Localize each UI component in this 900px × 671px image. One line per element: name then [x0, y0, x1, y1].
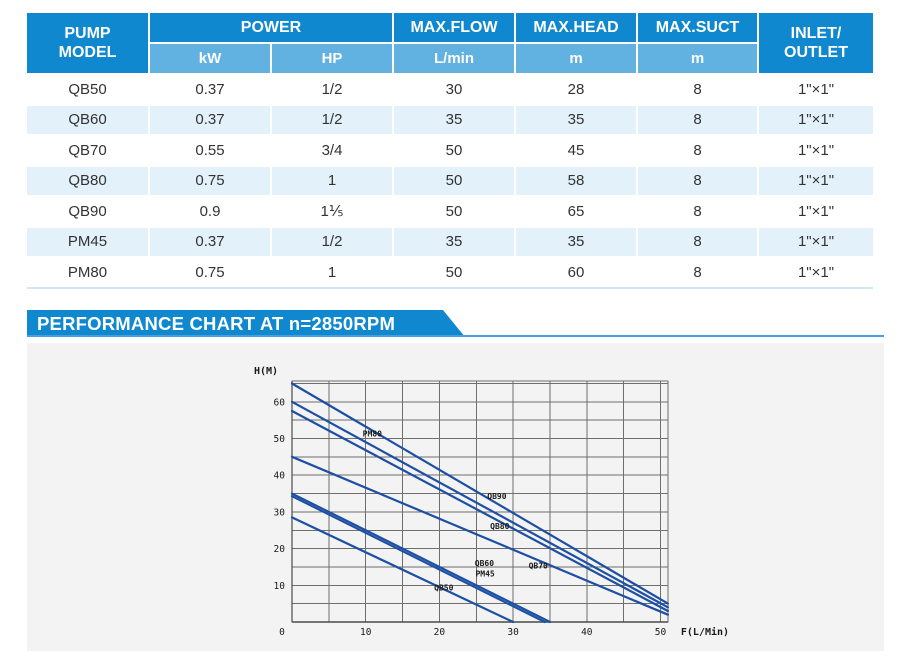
- series-label-QB70: QB70: [529, 561, 548, 570]
- cell-head: 35: [516, 227, 636, 256]
- cell-suct: 8: [638, 75, 757, 104]
- cell-hp: 1/2: [272, 227, 392, 256]
- header-unit-hp: HP: [272, 44, 392, 73]
- cell-inlet: 1"×1": [759, 197, 873, 226]
- cell-kw: 0.9: [150, 197, 270, 226]
- cell-kw: 0.37: [150, 227, 270, 256]
- header-max-flow: MAX.FLOW: [394, 13, 514, 42]
- section-banner-title: PERFORMANCE CHART AT n=2850RPM: [37, 313, 396, 334]
- x-tick: 20: [434, 627, 446, 638]
- y-axis-label: H(M): [254, 366, 278, 377]
- header-power: POWER: [150, 13, 392, 42]
- cell-hp: 1⅕: [272, 197, 392, 226]
- y-tick: 40: [274, 471, 286, 482]
- curve-PM45: [290, 495, 546, 624]
- cell-model: QB90: [27, 197, 148, 226]
- header-max-suct: MAX.SUCT: [638, 13, 757, 42]
- spec-table: PUMP MODEL POWER MAX.FLOW MAX.HEAD MAX.S…: [27, 13, 873, 287]
- cell-suct: 8: [638, 136, 757, 165]
- cell-inlet: 1"×1": [759, 136, 873, 165]
- cell-flow: 50: [394, 197, 514, 226]
- performance-chart: QB90 PM80 QB80 QB70 QB60 PM45 QB50 0 10 20 30 40 50 1…: [254, 366, 729, 638]
- header-pump-model: PUMP MODEL: [27, 13, 148, 73]
- cell-flow: 50: [394, 136, 514, 165]
- header-unit-kw: kW: [150, 44, 270, 73]
- series-label-PM80: PM80: [363, 430, 382, 439]
- chart-series: [290, 382, 670, 624]
- cell-flow: 35: [394, 227, 514, 256]
- performance-chart-card: QB90 PM80 QB80 QB70 QB60 PM45 QB50 0 10 20 30 40 50 1…: [27, 343, 884, 651]
- cell-head: 45: [516, 136, 636, 165]
- cell-model: QB60: [27, 105, 148, 134]
- axis-ticks: 0 10 20 30 40 50 10 20 30 40 50 60: [274, 397, 667, 638]
- cell-head: 28: [516, 75, 636, 104]
- header-unit-head-m: m: [516, 44, 636, 73]
- curve-PM80: [290, 400, 670, 609]
- y-tick: 30: [274, 507, 286, 518]
- cell-inlet: 1"×1": [759, 258, 873, 287]
- cell-kw: 0.37: [150, 105, 270, 134]
- y-tick: 50: [274, 434, 286, 445]
- cell-suct: 8: [638, 227, 757, 256]
- y-tick: 10: [274, 581, 286, 592]
- cell-hp: 3/4: [272, 136, 392, 165]
- x-tick: 30: [507, 627, 519, 638]
- cell-model: QB70: [27, 136, 148, 165]
- series-label-QB50: QB50: [434, 583, 453, 592]
- cell-head: 35: [516, 105, 636, 134]
- curve-QB80: [290, 409, 670, 613]
- cell-inlet: 1"×1": [759, 105, 873, 134]
- cell-kw: 0.75: [150, 166, 270, 195]
- cell-kw: 0.75: [150, 258, 270, 287]
- header-unit-suct-m: m: [638, 44, 757, 73]
- x-tick: 50: [655, 627, 667, 638]
- cell-hp: 1: [272, 258, 392, 287]
- cell-model: PM45: [27, 227, 148, 256]
- cell-suct: 8: [638, 166, 757, 195]
- x-tick: 0: [279, 627, 285, 638]
- cell-model: PM80: [27, 258, 148, 287]
- cell-flow: 50: [394, 166, 514, 195]
- cell-suct: 8: [638, 197, 757, 226]
- cell-hp: 1/2: [272, 105, 392, 134]
- series-label-QB80: QB80: [490, 522, 509, 531]
- cell-inlet: 1"×1": [759, 75, 873, 104]
- section-banner-underline: [27, 335, 884, 337]
- x-tick: 10: [360, 627, 372, 638]
- cell-suct: 8: [638, 258, 757, 287]
- header-unit-lmin: L/min: [394, 44, 514, 73]
- curve-QB70: [290, 455, 670, 616]
- series-label-PM45: PM45: [475, 570, 494, 579]
- cell-model: QB50: [27, 75, 148, 104]
- x-axis-label: F(L/Min): [681, 626, 729, 638]
- cell-flow: 50: [394, 258, 514, 287]
- y-tick: 20: [274, 544, 286, 555]
- cell-kw: 0.37: [150, 75, 270, 104]
- cell-hp: 1: [272, 166, 392, 195]
- y-tick: 60: [274, 397, 286, 408]
- series-label-QB90: QB90: [487, 492, 506, 501]
- cell-kw: 0.55: [150, 136, 270, 165]
- curve-QB90: [290, 382, 670, 605]
- cell-head: 60: [516, 258, 636, 287]
- header-max-head: MAX.HEAD: [516, 13, 636, 42]
- cell-flow: 35: [394, 105, 514, 134]
- header-inlet-outlet: INLET/ OUTLET: [759, 13, 873, 73]
- series-labels: QB90 PM80 QB80 QB70 QB60 PM45 QB50: [363, 430, 548, 593]
- cell-head: 65: [516, 197, 636, 226]
- cell-head: 58: [516, 166, 636, 195]
- x-tick: 40: [581, 627, 593, 638]
- cell-suct: 8: [638, 105, 757, 134]
- cell-inlet: 1"×1": [759, 166, 873, 195]
- table-bottom-border: [27, 287, 873, 289]
- cell-model: QB80: [27, 166, 148, 195]
- curve-QB60: [290, 492, 552, 624]
- cell-hp: 1/2: [272, 75, 392, 104]
- curve-QB50: [290, 516, 515, 624]
- series-label-QB60: QB60: [475, 559, 494, 568]
- cell-flow: 30: [394, 75, 514, 104]
- cell-inlet: 1"×1": [759, 227, 873, 256]
- section-banner: PERFORMANCE CHART AT n=2850RPM: [27, 310, 465, 337]
